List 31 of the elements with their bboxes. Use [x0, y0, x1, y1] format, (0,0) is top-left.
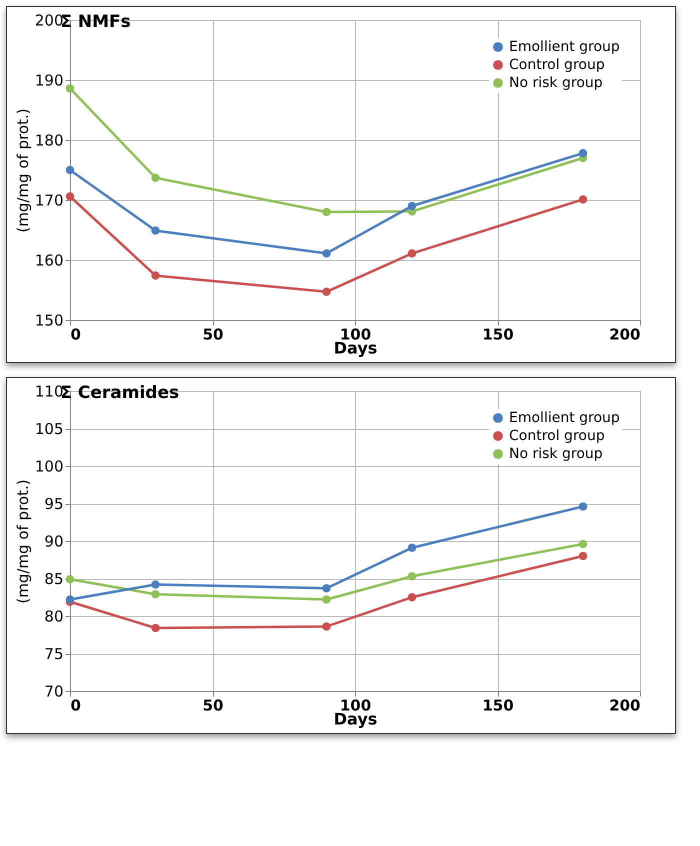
x-tick-label: 50	[202, 326, 224, 344]
y-tick-label: 105	[34, 420, 64, 438]
y-tick-label: 80	[44, 608, 64, 626]
y-tick-label: 150	[34, 312, 64, 330]
y-tick-label: 160	[34, 252, 64, 270]
x-tick-label: 200	[609, 326, 640, 344]
x-tick-label: 150	[482, 696, 514, 714]
y-tick-label: 110	[34, 382, 64, 400]
x-tick-label: 200	[609, 696, 640, 714]
legend-label: Emollient group	[509, 39, 620, 55]
x-tick-label: 0	[70, 696, 81, 714]
x-tick-label: 0	[70, 326, 81, 344]
y-tick-label: 95	[44, 495, 64, 513]
y-tick-label: 70	[44, 682, 64, 700]
y-tick-label: 85	[44, 570, 64, 588]
y-tick-label: 75	[44, 645, 64, 663]
y-tick-label: 170	[34, 192, 64, 210]
legend-label: Control group	[509, 57, 605, 73]
legend-label: Emollient group	[509, 410, 620, 426]
y-tick-label: 180	[34, 132, 64, 150]
x-tick-label: 150	[482, 326, 514, 344]
y-tick-label: 200	[34, 12, 64, 30]
y-axis-title: (mg/mg of prot.)	[14, 479, 32, 604]
y-axis-title: (mg/mg of prot.)	[14, 108, 32, 233]
y-tick-label: 100	[34, 458, 64, 476]
legend-label: No risk group	[509, 446, 603, 462]
x-tick-label: 50	[202, 696, 224, 714]
y-tick-label: 190	[34, 72, 64, 90]
legend-label: Control group	[509, 428, 605, 444]
y-tick-label: 90	[44, 532, 64, 550]
legend-label: No risk group	[509, 75, 603, 91]
